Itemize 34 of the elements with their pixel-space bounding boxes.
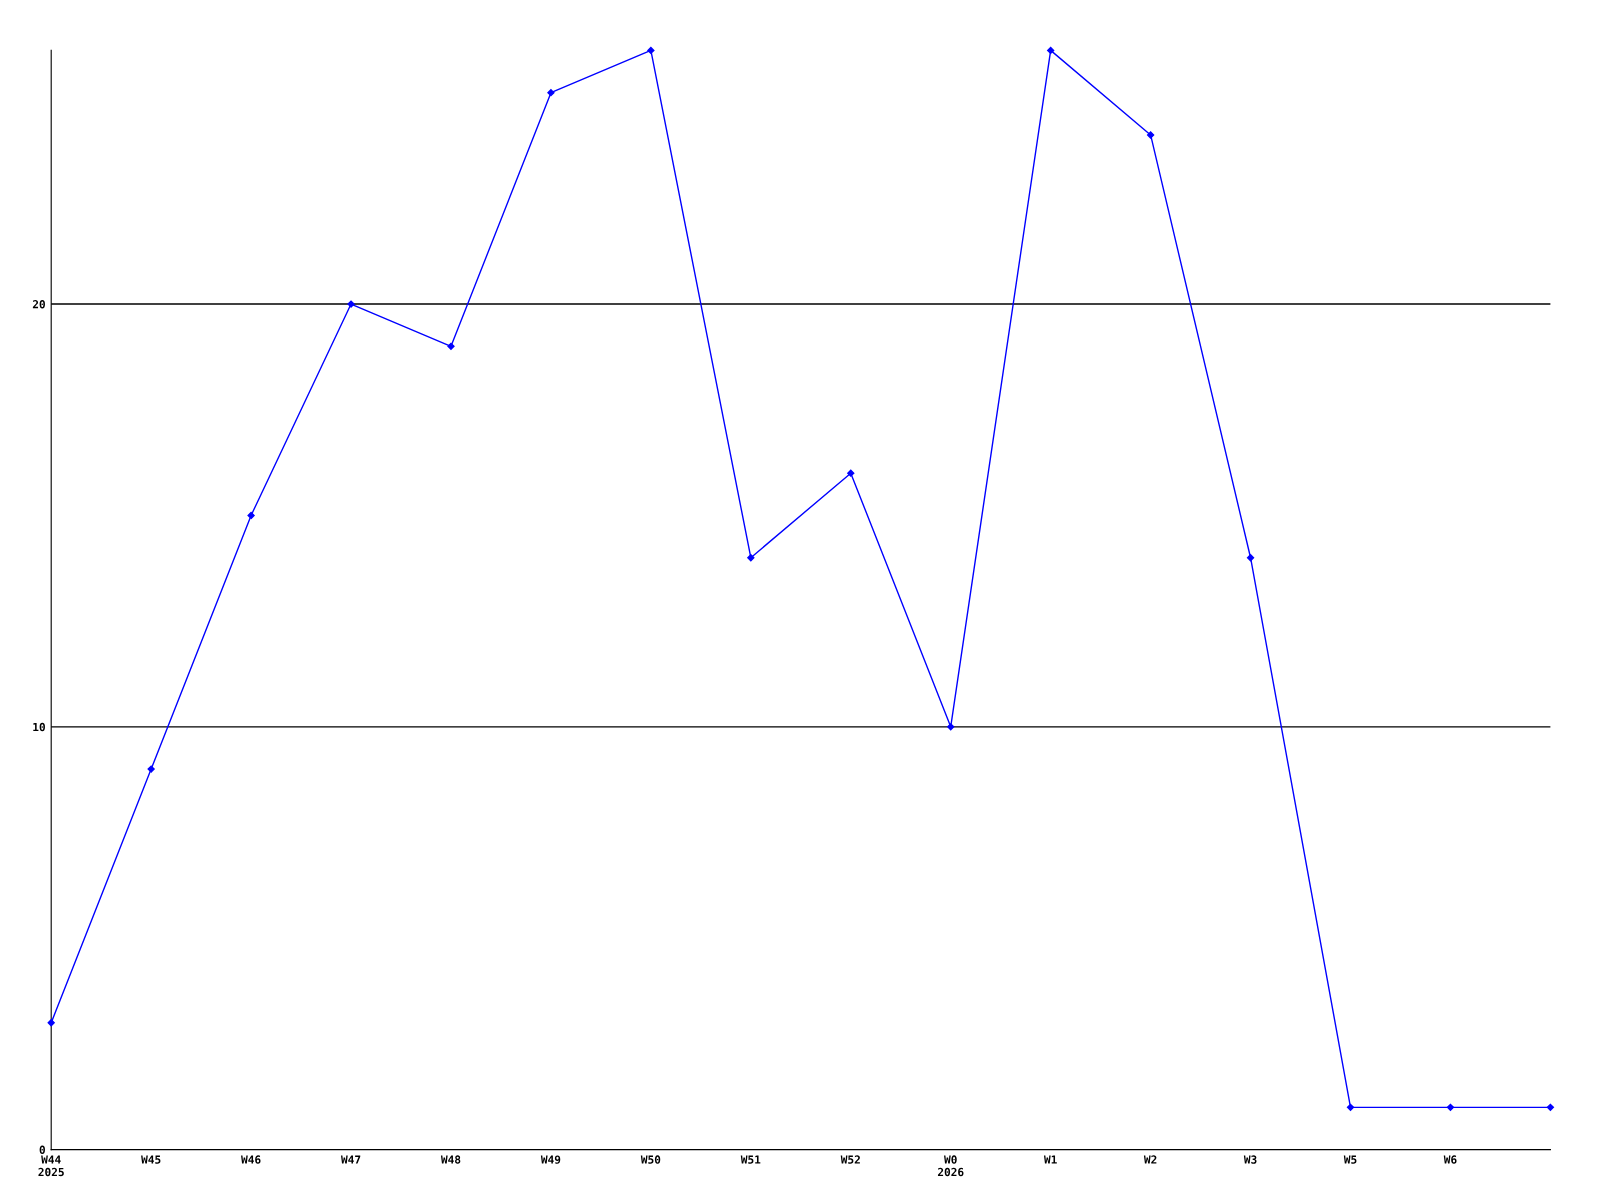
point bbox=[1146, 131, 1155, 139]
x-tick-label: W1 bbox=[1043, 1155, 1057, 1164]
point bbox=[1346, 1103, 1355, 1111]
point bbox=[547, 89, 555, 97]
point bbox=[947, 723, 955, 731]
x-tick-label: W0 2026 bbox=[937, 1155, 964, 1177]
x-tick-label: W52 bbox=[840, 1155, 860, 1164]
x-tick-label: W45 bbox=[141, 1155, 161, 1164]
point bbox=[47, 1019, 55, 1027]
point bbox=[1047, 46, 1055, 55]
x-tick-label: W44 2025 bbox=[38, 1155, 64, 1177]
x-tick-label: W50 bbox=[640, 1155, 661, 1164]
point bbox=[647, 46, 655, 55]
y-tick-label: 20 bbox=[32, 300, 45, 309]
point bbox=[747, 554, 755, 562]
point bbox=[1546, 1103, 1555, 1111]
y-tick-label: 10 bbox=[33, 722, 45, 732]
point bbox=[1446, 1103, 1455, 1111]
x-tick-label: W46 bbox=[241, 1155, 261, 1164]
point bbox=[147, 765, 155, 773]
x-tick-label: W3 bbox=[1243, 1155, 1257, 1164]
point bbox=[1246, 554, 1255, 562]
x-tick-label: W48 bbox=[440, 1155, 461, 1164]
x-tick-label: W2 bbox=[1143, 1155, 1157, 1164]
x-tick-label: W6 bbox=[1443, 1155, 1457, 1164]
point bbox=[347, 300, 355, 308]
y-tick-label: 0 bbox=[39, 1145, 45, 1154]
x-tick-label: W49 bbox=[540, 1155, 561, 1164]
point bbox=[247, 511, 255, 520]
x-tick-label: W5 bbox=[1343, 1155, 1357, 1164]
point bbox=[447, 342, 455, 350]
point bbox=[847, 469, 855, 477]
x-tick-label: W47 bbox=[341, 1155, 361, 1164]
x-tick-label: W51 bbox=[740, 1155, 761, 1164]
